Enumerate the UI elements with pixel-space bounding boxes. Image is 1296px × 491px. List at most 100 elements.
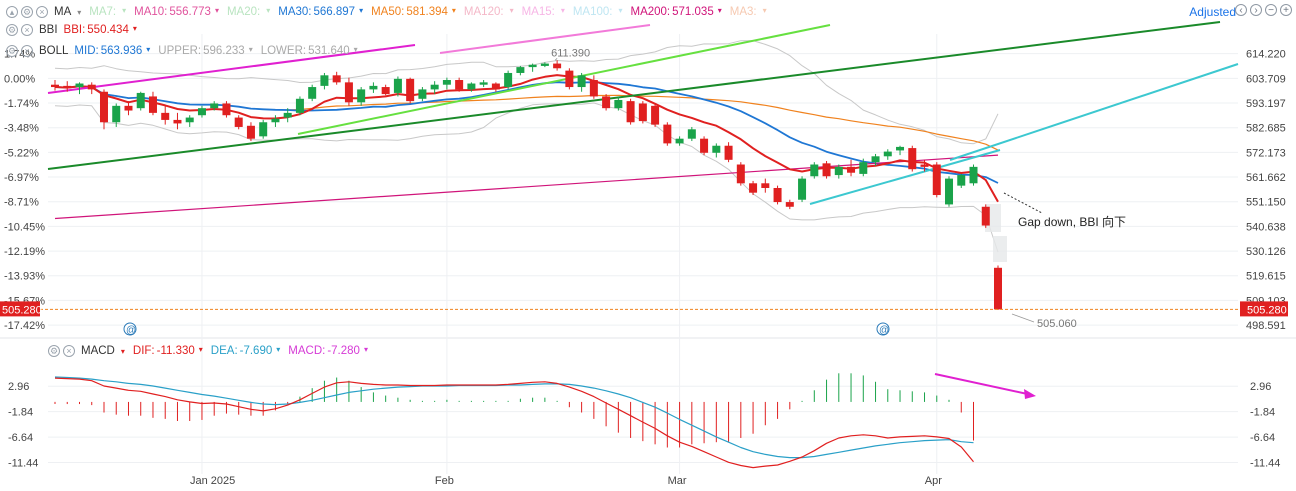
ma-legend-label: MA3: <box>729 6 757 18</box>
boll-legend[interactable]: ⚙ × BOLL MID: 563.936 ▾ UPPER: 596.233 ▾ LOWER… <box>6 42 366 60</box>
candle-body <box>234 117 243 127</box>
candle-body <box>994 267 1002 310</box>
close-icon[interactable]: × <box>36 6 48 18</box>
high-annotation: 611.390 <box>551 47 590 59</box>
candle-body <box>761 183 770 188</box>
macd-y-tick-left: -11.44 <box>8 458 38 470</box>
close-icon[interactable]: × <box>63 345 75 357</box>
boll-legend-label: LOWER: <box>260 45 307 57</box>
candle-body <box>148 96 157 113</box>
y-tick-label-right: 603.709 <box>1246 73 1286 85</box>
close-icon[interactable]: × <box>21 24 33 36</box>
close-icon[interactable]: × <box>21 45 33 57</box>
chevron-right-icon[interactable]: › <box>1250 4 1262 16</box>
ma-legend-name: MA <box>54 6 72 18</box>
dropdown-icon[interactable]: ▾ <box>122 6 127 15</box>
dropdown-icon[interactable]: ▾ <box>451 6 456 15</box>
settings-icon[interactable]: ⚙ <box>6 45 18 57</box>
candle-body <box>455 80 464 90</box>
y-tick-label-left: -6.97% <box>4 172 39 184</box>
event-marker-glyph: @ <box>126 325 136 336</box>
boll-legend-label: UPPER: <box>158 45 202 57</box>
candle-body <box>834 166 843 176</box>
dropdown-icon[interactable]: ▾ <box>353 45 358 54</box>
candle-body <box>981 206 990 226</box>
divergence-arrow-head <box>1024 389 1036 399</box>
dropdown-icon[interactable]: ▾ <box>359 6 364 15</box>
dropdown-icon[interactable]: ▾ <box>509 6 514 15</box>
dropdown-icon[interactable]: ▾ <box>363 345 368 354</box>
event-marker-icon <box>876 322 890 336</box>
trendline-dark-green <box>47 21 1221 170</box>
y-tick-label-right: 614.220 <box>1246 49 1286 61</box>
last-price-label-right: 505.280 <box>1247 304 1287 316</box>
dropdown-icon[interactable]: ▾ <box>248 45 253 54</box>
candle-body <box>908 148 917 170</box>
dropdown-icon[interactable]: ▾ <box>717 6 722 15</box>
ma200-line <box>54 154 999 220</box>
candle-body <box>406 78 415 102</box>
candle-body <box>871 156 880 163</box>
adjusted-toggle[interactable]: Adjusted <box>1189 5 1236 19</box>
candle-body <box>920 164 929 167</box>
dropdown-icon[interactable]: ▾ <box>266 6 271 15</box>
settings-icon[interactable]: ⚙ <box>6 24 18 36</box>
chevron-left-icon[interactable]: ‹ <box>1235 4 1247 16</box>
candle-body <box>467 83 476 90</box>
dropdown-icon[interactable]: ▾ <box>132 24 137 33</box>
plus-circle-icon[interactable]: + <box>1280 4 1292 16</box>
candle-body <box>344 82 353 103</box>
y-tick-label-left: -10.45% <box>4 221 45 233</box>
macd-legend[interactable]: ⚙ × MACD ▾ DIF: -11.330 ▾ DEA: -7.690 ▾ MACD: -… <box>48 342 376 360</box>
trendline-light-green <box>297 24 831 135</box>
dropdown-icon[interactable]: ▾ <box>276 345 281 354</box>
candle-body <box>418 89 427 99</box>
boll-legend-value: 531.640 <box>308 45 350 57</box>
dropdown-icon[interactable]: ▾ <box>146 45 151 54</box>
y-tick-label-right: 593.197 <box>1246 98 1286 110</box>
dropdown-icon[interactable]: ▾ <box>560 6 565 15</box>
note-pointer <box>1003 192 1043 214</box>
dropdown-icon[interactable]: ▾ <box>762 6 767 15</box>
y-tick-label-right: 498.591 <box>1246 320 1286 332</box>
dropdown-icon[interactable]: ▾ <box>214 6 219 15</box>
candle-body <box>442 80 451 85</box>
minus-circle-icon[interactable]: − <box>1265 4 1277 16</box>
candle-body <box>136 92 145 109</box>
candle-body <box>749 183 758 193</box>
settings-icon[interactable]: ⚙ <box>21 6 33 18</box>
collapse-icon[interactable]: ▴ <box>6 6 18 18</box>
macd-dropdown-icon[interactable]: ▾ <box>120 346 125 356</box>
macd-legend-value: -11.330 <box>156 345 195 357</box>
y-tick-label-left: -17.42% <box>4 320 45 332</box>
candle-body <box>504 72 513 88</box>
note-annotation: Gap down, BBI 向下 <box>1018 214 1126 229</box>
ma-legend-label: MA20: <box>226 6 261 18</box>
dropdown-icon[interactable]: ▾ <box>198 345 203 354</box>
y-tick-label-right: 561.662 <box>1246 172 1286 184</box>
candle-body <box>602 96 611 109</box>
candle-body <box>173 119 182 124</box>
candle-body <box>87 84 96 90</box>
candle-body <box>626 101 635 123</box>
ma-dropdown-icon[interactable]: ▾ <box>77 7 82 17</box>
candle-body <box>51 84 59 88</box>
boll-legend-items: MID: 563.936 ▾ UPPER: 596.233 ▾ LOWER: 531.640 ▾ <box>74 45 365 57</box>
dropdown-icon[interactable]: ▾ <box>618 6 623 15</box>
bbi-legend[interactable]: ⚙ × BBI BBI: 550.434 ▾ <box>6 21 145 39</box>
candle-body <box>577 75 586 88</box>
y-tick-label-left: -13.93% <box>4 271 45 283</box>
trendline-pink <box>439 24 651 54</box>
settings-icon[interactable]: ⚙ <box>48 345 60 357</box>
macd-legend-label: DEA: <box>210 345 238 357</box>
macd-y-tick-right: 2.96 <box>1250 381 1271 393</box>
ma-legend-label: MA30: <box>278 6 312 18</box>
ma-legend[interactable]: ▴ ⚙ × MA ▾ MA7: ▾ MA10: 556.773 ▾ MA20: ▾ MA30:… <box>6 3 775 21</box>
low-marker <box>1011 313 1035 323</box>
macd-legend-label: DIF: <box>132 345 155 357</box>
ma-legend-label: MA200: <box>630 6 671 18</box>
candle-body <box>185 117 194 123</box>
macd-y-tick-right: -1.84 <box>1250 407 1275 419</box>
